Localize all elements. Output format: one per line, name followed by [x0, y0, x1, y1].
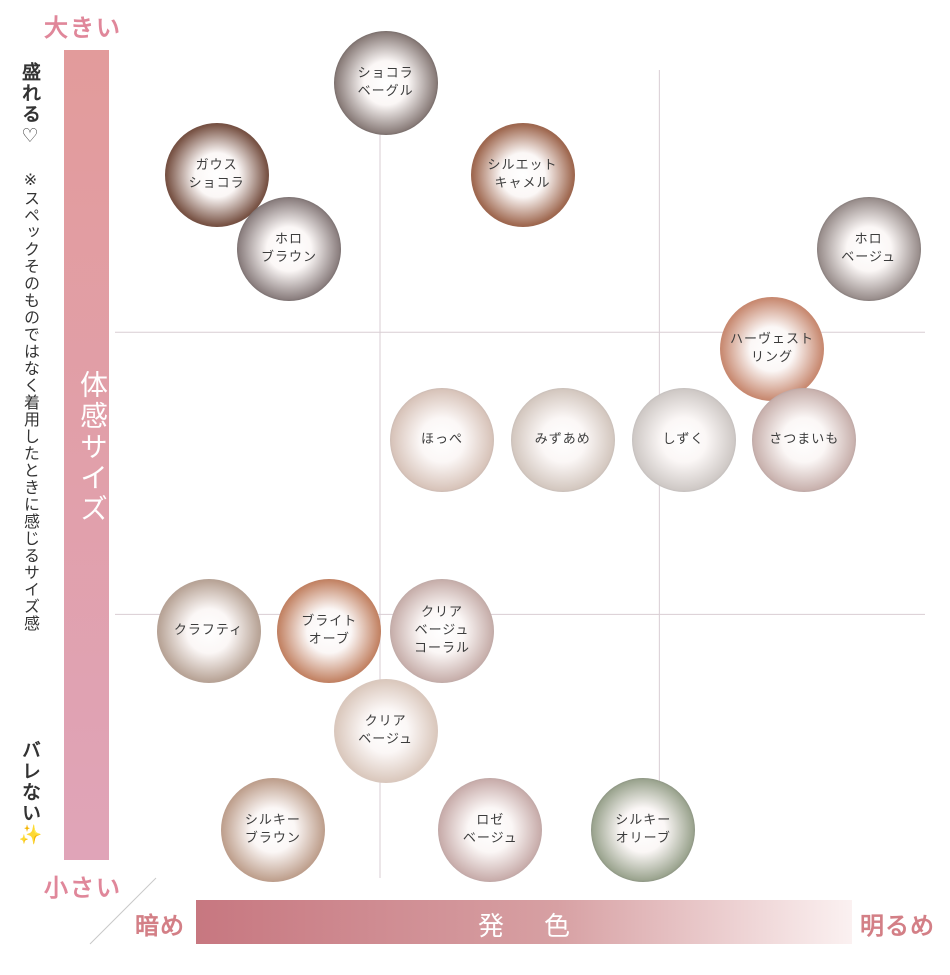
- lens-label: ブライト オーブ: [301, 614, 358, 647]
- lens-label: ホロ ブラウン: [261, 232, 318, 266]
- lens-label: シルキー オリーブ: [615, 813, 672, 847]
- lens-marker: シルエット キャメル: [470, 122, 575, 227]
- corner-divider: [89, 877, 157, 945]
- lens-marker: シルキー ブラウン: [220, 778, 325, 883]
- x-axis-bar: 発色: [196, 900, 852, 944]
- lens-label: シルキー ブラウン: [244, 813, 301, 847]
- side-note: ※スペックそのものではなく着用したときに感じるサイズ感: [21, 170, 40, 632]
- lens-label: さつまいも: [769, 432, 840, 448]
- lens-marker: クリア ベージュ: [333, 678, 438, 783]
- side-bottom-text: バレない✨: [19, 740, 41, 850]
- lens-label: ほっぺ: [420, 432, 464, 448]
- lens-label: クラフティ: [173, 623, 244, 638]
- x-axis-right-label: 明るめ: [860, 912, 935, 940]
- lens-marker: ホロ ベージュ: [816, 197, 921, 302]
- lens-marker: クリア ベージュ コーラル: [390, 579, 494, 683]
- lens-label: しずく: [662, 432, 705, 448]
- y-axis-bar: 体感サイズ: [64, 50, 109, 860]
- lens-label: シルエット キャメル: [487, 157, 558, 191]
- lens-label: みずあめ: [534, 432, 591, 448]
- lens-marker: ホロ ブラウン: [237, 197, 342, 302]
- lens-marker: ガウス ショコラ: [164, 122, 269, 227]
- lens-label: ハーヴェスト リング: [730, 331, 815, 365]
- lens-label: ガウス ショコラ: [188, 157, 245, 191]
- lens-marker: ロゼ ベージュ: [438, 778, 543, 883]
- lens-label: クリア ベージュ コーラル: [413, 605, 471, 656]
- y-axis-title: 体感サイズ: [76, 370, 109, 525]
- x-axis-left-label: 暗め: [135, 912, 185, 940]
- lens-marker: ブライト オーブ: [277, 579, 382, 683]
- lens-marker: ハーヴェスト リング: [720, 296, 825, 401]
- lens-marker: シルキー オリーブ: [591, 778, 696, 883]
- lens-label: ロゼ ベージュ: [462, 813, 518, 847]
- y-axis-bottom-label: 小さい: [44, 874, 122, 902]
- y-axis-top-label: 大きい: [44, 14, 122, 42]
- lens-marker: みずあめ: [510, 388, 615, 493]
- lens-label: ショコラ ベーグル: [357, 66, 414, 100]
- side-top-text: 盛れる♡: [19, 62, 41, 149]
- lens-marker: クラフティ: [156, 579, 261, 683]
- lens-marker: ほっぺ: [390, 388, 494, 493]
- lens-label: クリア ベージュ: [358, 713, 414, 747]
- lens-marker: ショコラ ベーグル: [333, 31, 438, 136]
- lens-marker: さつまいも: [752, 388, 857, 493]
- lens-label: ホロ ベージュ: [841, 232, 897, 266]
- lens-marker: しずく: [631, 388, 736, 493]
- x-axis-title: 発色: [477, 912, 610, 942]
